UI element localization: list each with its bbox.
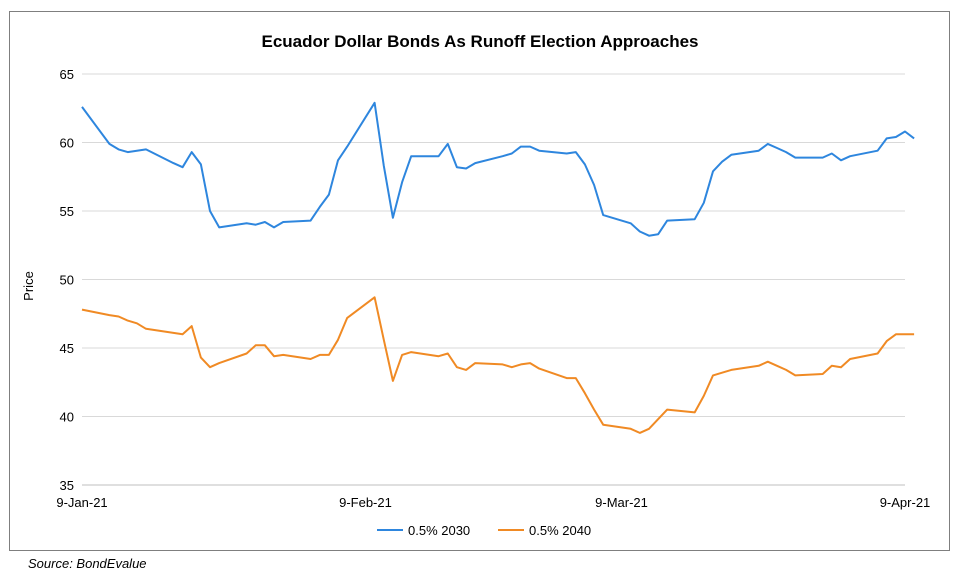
chart-title: Ecuador Dollar Bonds As Runoff Election …	[261, 32, 698, 51]
x-tick-label: 9-Feb-21	[339, 495, 392, 510]
y-tick-label: 45	[60, 341, 74, 356]
x-axis: 9-Jan-21 9-Feb-21 9-Mar-21 9-Apr-21	[56, 495, 930, 510]
legend-label: 0.5% 2030	[408, 523, 470, 538]
y-tick-label: 35	[60, 478, 74, 493]
chart-frame	[9, 11, 950, 551]
series-line-1	[81, 101, 915, 237]
gridlines	[82, 73, 905, 486]
y-tick-label: 60	[60, 136, 74, 151]
series-lines	[81, 101, 915, 434]
y-tick-label: 50	[60, 273, 74, 288]
x-tick-label: 9-Mar-21	[595, 495, 648, 510]
legend-label: 0.5% 2040	[529, 523, 591, 538]
x-tick-label: 9-Jan-21	[56, 495, 107, 510]
legend: 0.5% 2030 0.5% 2040	[377, 523, 591, 538]
series-line-2	[81, 296, 915, 434]
y-tick-label: 55	[60, 204, 74, 219]
y-tick-label: 65	[60, 67, 74, 82]
y-tick-label: 40	[60, 410, 74, 425]
y-axis-label: Price	[21, 271, 36, 301]
x-tick-label: 9-Apr-21	[880, 495, 931, 510]
source-note: Source: BondEvalue	[28, 556, 147, 571]
y-axis: 35 40 45 50 55 60 65	[60, 67, 74, 493]
